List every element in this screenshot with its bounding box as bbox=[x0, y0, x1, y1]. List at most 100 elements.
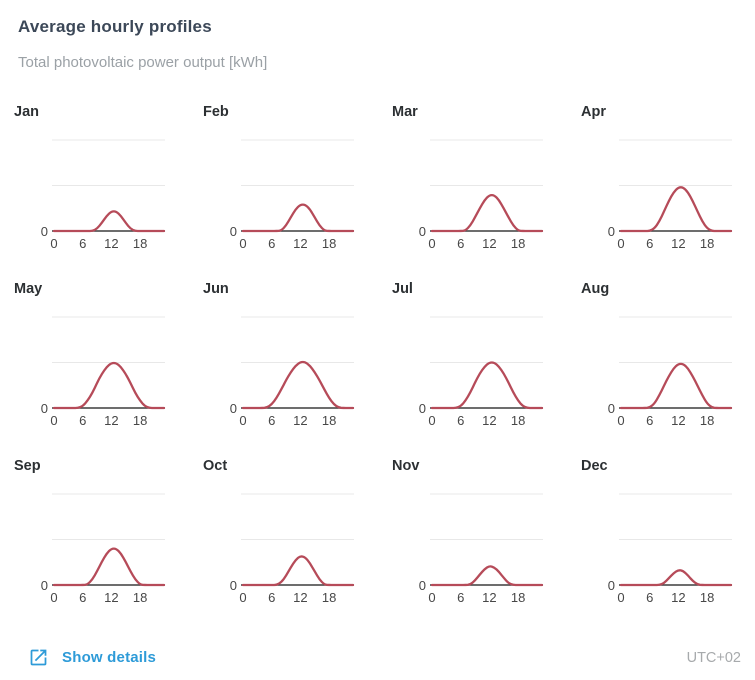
x-tick-label: 18 bbox=[511, 413, 525, 428]
y-zero-label: 0 bbox=[230, 401, 237, 416]
pv-output-curve bbox=[52, 547, 166, 587]
x-tick-label: 18 bbox=[700, 236, 714, 251]
x-tick-label: 12 bbox=[671, 590, 685, 605]
month-chart-jul: Jul 0 0 6 12 18 bbox=[392, 281, 581, 458]
x-tick-label: 6 bbox=[79, 236, 86, 251]
x-tick-label: 6 bbox=[268, 413, 275, 428]
open-in-new-icon bbox=[30, 649, 47, 666]
month-label: Oct bbox=[203, 458, 228, 474]
x-tick-label: 0 bbox=[428, 590, 435, 605]
x-tick-label: 12 bbox=[671, 236, 685, 251]
pv-output-curve bbox=[619, 362, 733, 410]
hourly-profile-plot: 00 6 12 18 bbox=[230, 316, 355, 428]
pv-output-curve bbox=[619, 569, 733, 587]
x-tick-label: 0 bbox=[239, 236, 246, 251]
hourly-profile-plot: 00 6 12 18 bbox=[230, 139, 355, 251]
x-tick-label: 18 bbox=[133, 413, 147, 428]
x-tick-label: 0 bbox=[617, 413, 624, 428]
x-tick-label: 12 bbox=[293, 590, 307, 605]
x-tick-label: 0 bbox=[50, 413, 57, 428]
x-tick-label: 0 bbox=[428, 236, 435, 251]
pv-output-curve bbox=[430, 193, 544, 233]
x-tick-label: 6 bbox=[268, 236, 275, 251]
x-tick-label: 18 bbox=[511, 236, 525, 251]
x-tick-label: 18 bbox=[133, 590, 147, 605]
x-tick-label: 18 bbox=[322, 236, 336, 251]
hourly-profile-plot: 00 6 12 18 bbox=[41, 139, 166, 251]
card-footer: Show details UTC+02 bbox=[18, 647, 741, 668]
hourly-profile-plot: 00 6 12 18 bbox=[41, 493, 166, 605]
month-chart-jan: Jan 0 0 6 12 18 bbox=[14, 104, 203, 281]
hourly-profile-plot: 00 6 12 18 bbox=[419, 316, 544, 428]
month-chart-oct: Oct 0 0 6 12 18 bbox=[203, 458, 392, 635]
month-label: Nov bbox=[392, 458, 420, 474]
pv-output-curve bbox=[430, 565, 544, 587]
month-chart-aug: Aug 0 0 6 12 18 bbox=[581, 281, 755, 458]
x-tick-label: 18 bbox=[322, 590, 336, 605]
x-tick-label: 6 bbox=[646, 413, 653, 428]
x-tick-label: 0 bbox=[239, 590, 246, 605]
pv-output-curve bbox=[241, 360, 355, 410]
y-zero-label: 0 bbox=[230, 224, 237, 239]
pv-output-curve bbox=[430, 361, 544, 410]
x-tick-label: 6 bbox=[457, 590, 464, 605]
month-chart-sep: Sep 0 0 6 12 18 bbox=[14, 458, 203, 635]
month-label: Sep bbox=[14, 458, 41, 474]
month-chart-dec: Dec 0 0 6 12 18 bbox=[581, 458, 755, 635]
x-tick-label: 6 bbox=[646, 236, 653, 251]
x-tick-label: 12 bbox=[482, 236, 496, 251]
x-tick-label: 18 bbox=[700, 590, 714, 605]
month-label: Jan bbox=[14, 104, 39, 120]
x-tick-label: 12 bbox=[104, 590, 118, 605]
show-details-link[interactable]: Show details bbox=[28, 647, 156, 668]
pv-output-curve bbox=[52, 361, 166, 410]
x-tick-label: 18 bbox=[511, 590, 525, 605]
x-tick-label: 6 bbox=[268, 590, 275, 605]
show-details-label: Show details bbox=[62, 649, 157, 666]
x-tick-label: 6 bbox=[457, 413, 464, 428]
x-tick-label: 12 bbox=[482, 413, 496, 428]
month-chart-feb: Feb 0 0 6 12 18 bbox=[203, 104, 392, 281]
x-tick-label: 0 bbox=[428, 413, 435, 428]
x-tick-label: 12 bbox=[293, 413, 307, 428]
hourly-profile-plot: 00 6 12 18 bbox=[419, 493, 544, 605]
x-tick-label: 6 bbox=[79, 590, 86, 605]
month-chart-apr: Apr 0 0 6 12 18 bbox=[581, 104, 755, 281]
page-title: Average hourly profiles bbox=[18, 17, 212, 36]
month-chart-jun: Jun 0 0 6 12 18 bbox=[203, 281, 392, 458]
month-label: Mar bbox=[392, 104, 418, 120]
pv-output-curve bbox=[52, 210, 166, 233]
month-label: Jul bbox=[392, 281, 413, 297]
y-zero-label: 0 bbox=[41, 224, 48, 239]
y-zero-label: 0 bbox=[419, 578, 426, 593]
x-tick-label: 0 bbox=[617, 590, 624, 605]
hourly-profile-plot: 00 6 12 18 bbox=[419, 139, 544, 251]
month-label: Apr bbox=[581, 104, 606, 120]
charts-grid: Jan 0 0 6 12 18 Feb 0 0 6 12 18 Mar 0 0 6 12 18 Apr 0 0 6 12 18… bbox=[14, 104, 741, 635]
x-tick-label: 0 bbox=[239, 413, 246, 428]
x-tick-label: 12 bbox=[293, 236, 307, 251]
pv-output-curve bbox=[619, 186, 733, 233]
month-label: Feb bbox=[203, 104, 229, 120]
x-tick-label: 0 bbox=[617, 236, 624, 251]
x-tick-label: 12 bbox=[104, 413, 118, 428]
month-label: Aug bbox=[581, 281, 610, 297]
x-tick-label: 12 bbox=[104, 236, 118, 251]
y-zero-label: 0 bbox=[230, 578, 237, 593]
chart-subtitle: Total photovoltaic power output [kWh] bbox=[18, 54, 268, 71]
x-tick-label: 12 bbox=[482, 590, 496, 605]
x-tick-label: 18 bbox=[322, 413, 336, 428]
x-tick-label: 18 bbox=[700, 413, 714, 428]
y-zero-label: 0 bbox=[419, 224, 426, 239]
x-tick-label: 6 bbox=[457, 236, 464, 251]
y-zero-label: 0 bbox=[41, 401, 48, 416]
x-tick-label: 0 bbox=[50, 236, 57, 251]
month-chart-nov: Nov 0 0 6 12 18 bbox=[392, 458, 581, 635]
month-label: Dec bbox=[581, 458, 608, 474]
month-chart-mar: Mar 0 0 6 12 18 bbox=[392, 104, 581, 281]
x-tick-label: 6 bbox=[646, 590, 653, 605]
pv-output-curve bbox=[241, 203, 355, 233]
hourly-profile-plot: 00 6 12 18 bbox=[608, 316, 733, 428]
y-zero-label: 0 bbox=[608, 401, 615, 416]
